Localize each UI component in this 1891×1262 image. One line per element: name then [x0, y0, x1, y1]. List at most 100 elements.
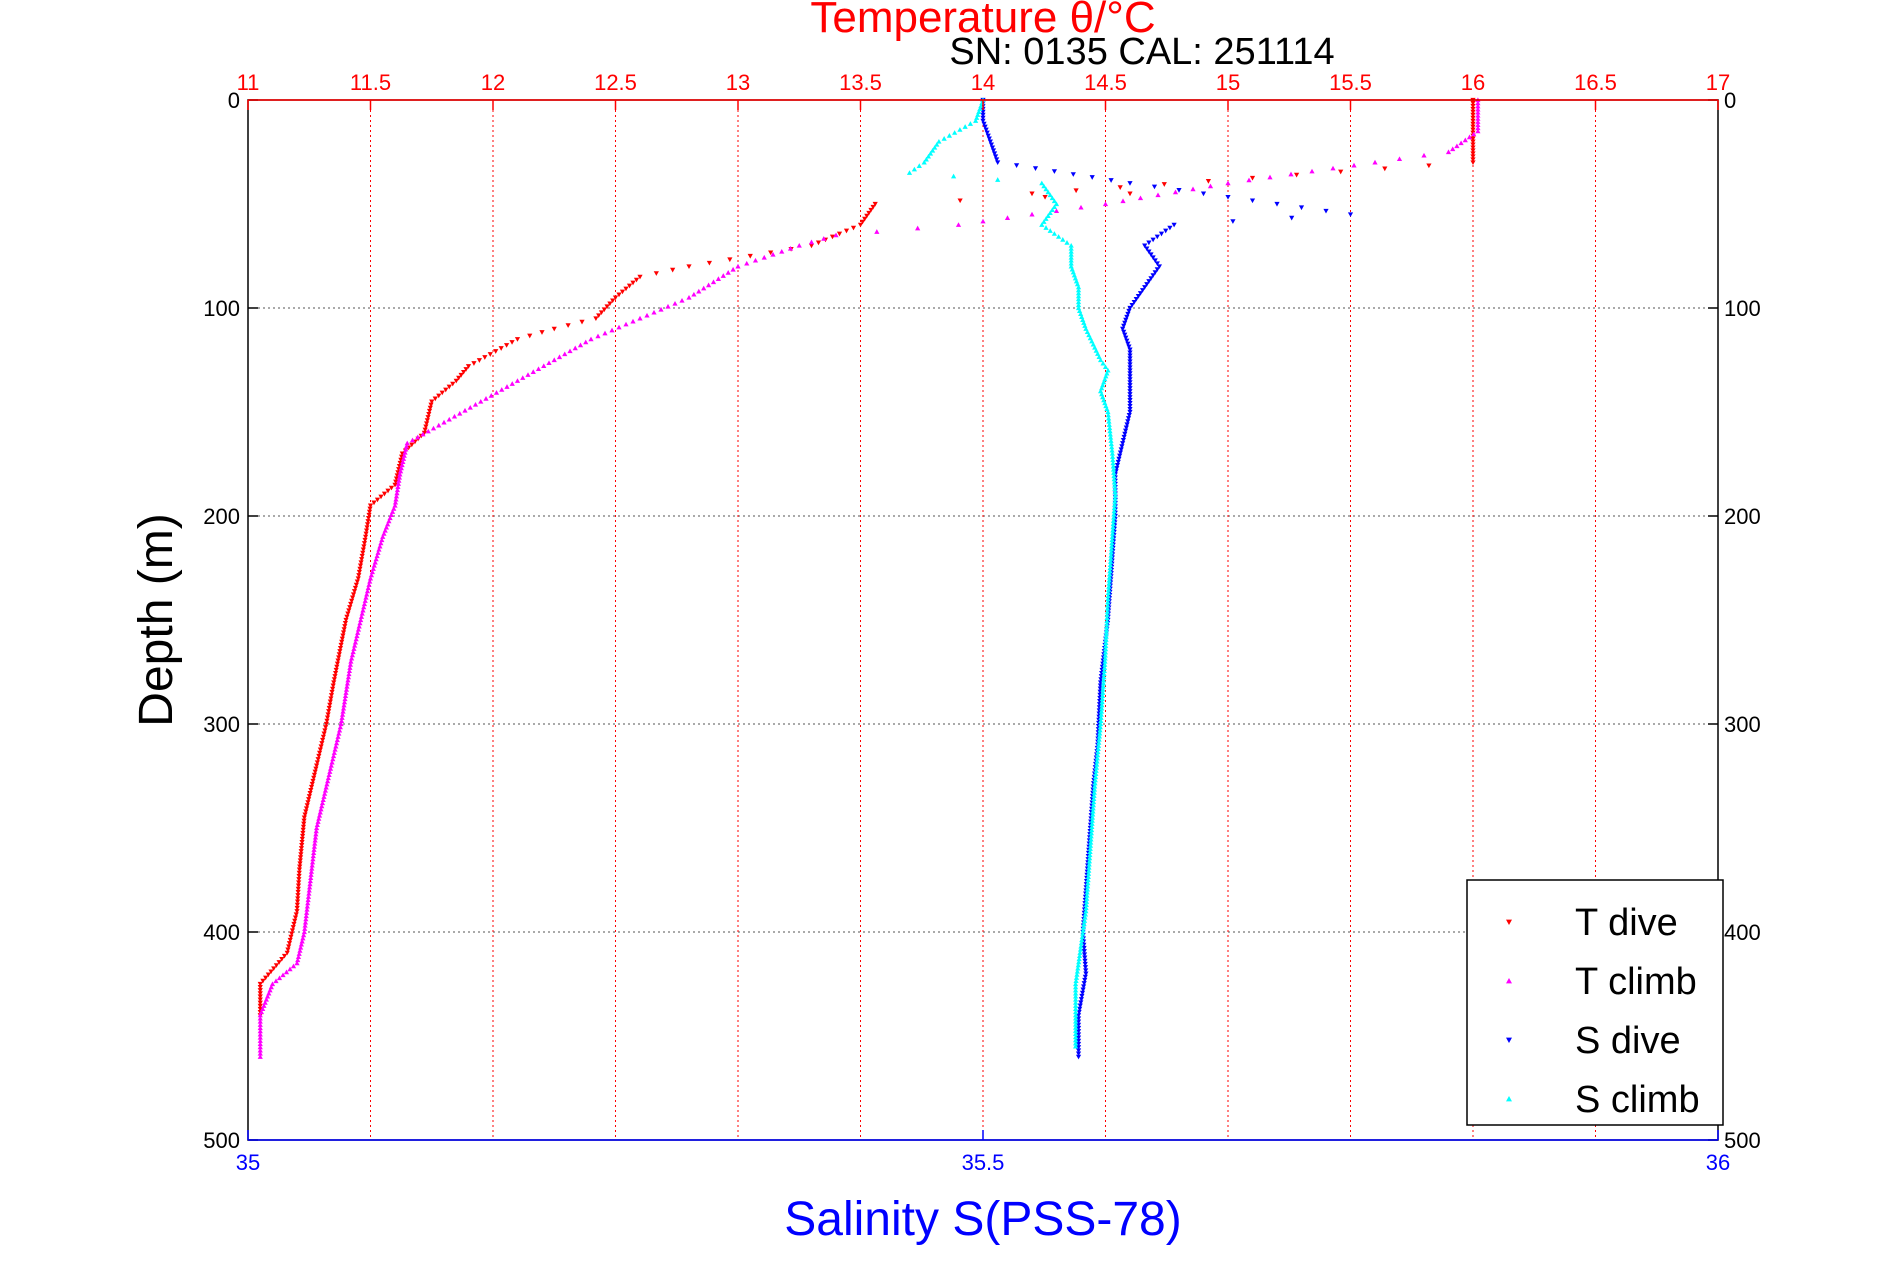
data-point	[309, 781, 315, 787]
data-point	[987, 139, 993, 145]
data-point	[356, 573, 362, 578]
tick-label-temperature: 13.5	[839, 70, 882, 95]
data-point	[1125, 341, 1131, 347]
data-point	[305, 897, 311, 903]
data-point	[342, 696, 348, 702]
data-point	[283, 969, 290, 975]
data-point	[911, 166, 917, 172]
data-point	[1108, 546, 1115, 552]
data-point	[403, 446, 409, 452]
data-point	[378, 540, 384, 546]
data-point	[1095, 752, 1101, 758]
data-point	[986, 136, 992, 142]
data-point	[1073, 1034, 1079, 1040]
data-point	[310, 853, 316, 859]
data-point	[1076, 959, 1082, 965]
tick-label-temperature: 15	[1216, 70, 1240, 95]
data-point	[1470, 154, 1476, 160]
data-point	[1096, 737, 1102, 742]
data-point	[343, 617, 349, 623]
data-point	[595, 333, 601, 339]
tick-label-temperature: 12.5	[594, 70, 637, 95]
data-point	[1105, 412, 1111, 418]
data-point	[426, 408, 433, 414]
data-point	[1103, 643, 1109, 649]
data-point	[973, 118, 979, 123]
data-point	[1100, 680, 1107, 686]
data-point	[257, 1035, 263, 1040]
data-point	[356, 623, 362, 629]
data-point	[1108, 435, 1114, 440]
data-point	[293, 912, 299, 917]
data-point	[1123, 425, 1129, 431]
data-point	[1085, 880, 1091, 886]
data-point	[329, 759, 335, 765]
data-point	[1104, 624, 1110, 630]
data-point	[787, 245, 794, 251]
data-point	[317, 809, 323, 815]
data-point	[1103, 634, 1109, 639]
data-point	[1127, 406, 1133, 412]
data-point	[370, 566, 376, 571]
data-point	[1073, 1037, 1079, 1043]
data-point	[289, 931, 295, 937]
data-point	[308, 875, 314, 880]
data-point	[870, 204, 876, 210]
data-point	[353, 582, 359, 588]
tick-label-depth-left: 300	[203, 712, 240, 737]
data-point	[1088, 839, 1094, 845]
data-point	[271, 966, 277, 971]
data-point	[1112, 489, 1118, 495]
data-point	[623, 321, 629, 327]
data-point	[276, 975, 283, 981]
data-point	[1127, 305, 1133, 311]
data-point	[257, 1031, 263, 1037]
data-point	[1083, 971, 1089, 977]
data-point	[1148, 276, 1154, 281]
data-point	[335, 734, 341, 739]
data-point	[1111, 515, 1117, 520]
tick-label-depth-right: 200	[1724, 504, 1761, 529]
data-point	[260, 978, 266, 984]
data-point	[298, 855, 304, 860]
data-point	[1092, 780, 1098, 786]
data-point	[1470, 148, 1476, 154]
data-point	[396, 478, 402, 483]
data-point	[1110, 467, 1117, 472]
data-point	[336, 731, 342, 736]
data-point	[319, 741, 325, 746]
data-point	[850, 225, 857, 231]
data-point	[1097, 730, 1103, 736]
data-point	[1125, 419, 1131, 424]
data-point	[295, 896, 301, 901]
data-point	[325, 778, 331, 784]
data-point	[1142, 243, 1148, 249]
data-point	[1073, 1021, 1079, 1027]
data-point	[393, 476, 400, 482]
data-point	[291, 921, 297, 927]
data-point	[1107, 428, 1113, 434]
data-point	[1127, 350, 1133, 356]
data-point	[1075, 299, 1082, 305]
data-point	[330, 756, 336, 762]
data-point	[353, 636, 359, 642]
data-point	[1101, 677, 1107, 683]
data-point	[322, 791, 328, 796]
data-point	[367, 575, 374, 581]
data-point	[340, 708, 346, 714]
data-point	[443, 387, 449, 393]
data-point	[1080, 987, 1086, 993]
data-point	[424, 418, 430, 423]
data-point	[1475, 103, 1481, 109]
data-point	[385, 488, 391, 494]
data-point	[441, 419, 447, 425]
data-point	[423, 424, 429, 430]
data-point	[1087, 849, 1093, 854]
tick-label-depth-left: 200	[203, 504, 240, 529]
data-point	[1094, 758, 1100, 764]
data-point	[375, 550, 381, 555]
data-point	[426, 412, 432, 417]
data-point	[313, 766, 319, 772]
data-point	[551, 326, 557, 332]
data-point	[392, 499, 399, 505]
